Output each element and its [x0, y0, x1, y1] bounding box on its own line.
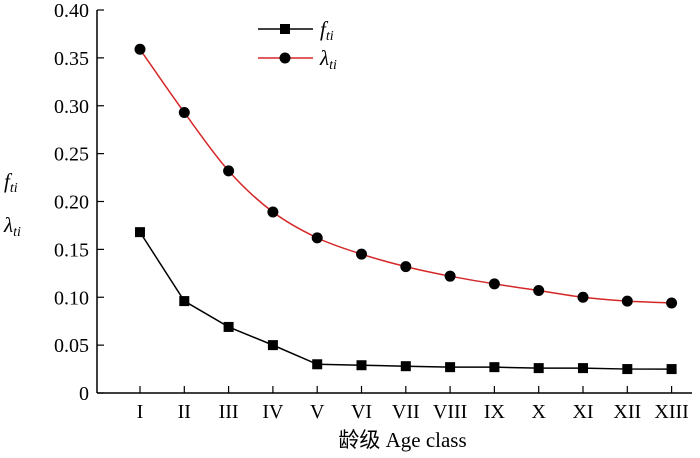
axes [96, 10, 692, 394]
data-point [223, 165, 235, 177]
x-tick-label: XIII [654, 401, 688, 423]
x-axis-ticks: I II III IV V VI VII VIII IX X XI XII XIII [137, 386, 689, 423]
series-2 [134, 43, 678, 309]
legend: fti λti [258, 17, 337, 73]
legend-item: fti [258, 17, 334, 44]
y-tick-label: 0.30 [54, 96, 89, 118]
x-tick-label: III [219, 401, 239, 423]
data-point [400, 361, 411, 372]
data-point [666, 364, 677, 375]
y-tick-label: 0.15 [54, 239, 89, 261]
data-point [489, 362, 500, 373]
data-point [267, 206, 279, 218]
y-axis-ticks: 0 0.05 0.10 0.15 0.20 0.25 0.30 0.35 0.40 [54, 0, 104, 405]
data-point [179, 296, 190, 307]
data-point [578, 363, 588, 374]
x-tick-label: VIII [433, 401, 467, 423]
y-tick-label: 0.10 [54, 287, 89, 309]
data-point [488, 278, 500, 290]
data-point [533, 285, 545, 297]
x-tick-label: VII [392, 401, 420, 423]
y-axis-title-line: fti [4, 169, 18, 196]
data-point [400, 261, 412, 273]
legend-marker [280, 24, 290, 34]
data-point [178, 106, 190, 118]
x-tick-label: XII [613, 401, 641, 423]
y-tick-label: 0.35 [54, 48, 89, 70]
data-point [533, 363, 544, 374]
data-point [267, 340, 278, 351]
data-point [311, 232, 323, 244]
data-point [135, 227, 145, 238]
x-tick-label: XI [572, 401, 593, 423]
x-tick-label: I [137, 401, 144, 423]
data-point [621, 295, 633, 307]
data-point [312, 359, 323, 370]
series-group [134, 43, 678, 375]
data-point [134, 43, 146, 55]
data-point [223, 321, 234, 332]
y-axis-title: fti λti [3, 169, 21, 240]
x-tick-label: V [310, 401, 325, 423]
data-point [444, 270, 456, 282]
y-axis-title-line: λti [3, 213, 21, 240]
x-tick-label: VI [351, 401, 372, 423]
data-point [356, 248, 367, 260]
data-point [577, 291, 589, 303]
x-tick-label: X [531, 401, 546, 423]
data-point [356, 360, 367, 371]
legend-marker [279, 52, 291, 64]
y-tick-label: 0.40 [54, 0, 89, 22]
x-axis-title: 龄级 Age class [338, 428, 466, 452]
y-tick-label: 0.20 [54, 192, 89, 214]
data-point [666, 297, 678, 309]
y-tick-label: 0 [79, 383, 89, 405]
data-point [622, 364, 633, 375]
data-point [445, 362, 456, 373]
y-tick-label: 0.05 [54, 335, 89, 357]
y-tick-label: 0.25 [54, 144, 89, 166]
legend-item: λti [258, 46, 337, 73]
x-tick-label: II [178, 401, 191, 423]
x-tick-label: IV [262, 401, 284, 423]
legend-label: fti [320, 17, 334, 44]
series-line [139, 231, 672, 370]
x-tick-label: IX [484, 401, 506, 423]
legend-label: λti [319, 46, 337, 73]
series-1 [135, 227, 677, 375]
